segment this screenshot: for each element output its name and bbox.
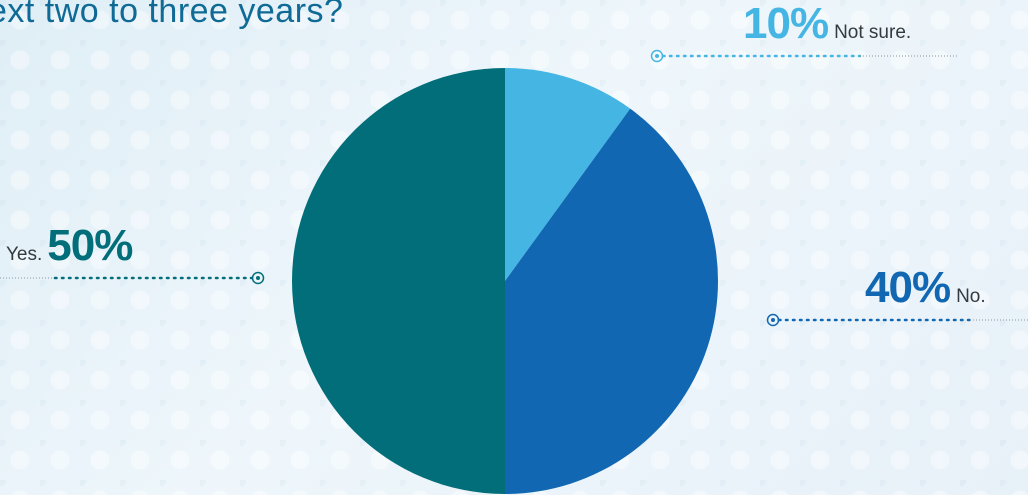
leader-lines <box>0 49 1028 327</box>
callout-not-sure: 10% Not sure. <box>743 0 911 49</box>
callout-no: 40% No. <box>865 263 986 313</box>
leader-line-no <box>766 313 1028 327</box>
not-sure-percent: 10% <box>743 0 829 48</box>
yes-percent: 50% <box>47 221 133 270</box>
pie-slice-not-sure <box>505 68 631 281</box>
leader-dot-not-sure <box>650 49 664 63</box>
no-percent: 40% <box>865 263 951 312</box>
leader-line-not-sure <box>650 49 958 63</box>
leader-dot-no <box>766 313 780 327</box>
callout-yes: Yes. 50% <box>6 221 133 271</box>
yes-label: Yes. <box>6 244 43 265</box>
leader-dot-yes <box>251 271 265 285</box>
chart-title: ext two to three years? <box>0 0 344 30</box>
pie-slice-no <box>505 108 718 494</box>
not-sure-label: Not sure. <box>834 22 912 43</box>
pie-slices <box>292 68 718 494</box>
leader-line-yes <box>0 271 265 285</box>
pie-slice-yes <box>292 68 505 494</box>
no-label: No. <box>956 286 986 307</box>
